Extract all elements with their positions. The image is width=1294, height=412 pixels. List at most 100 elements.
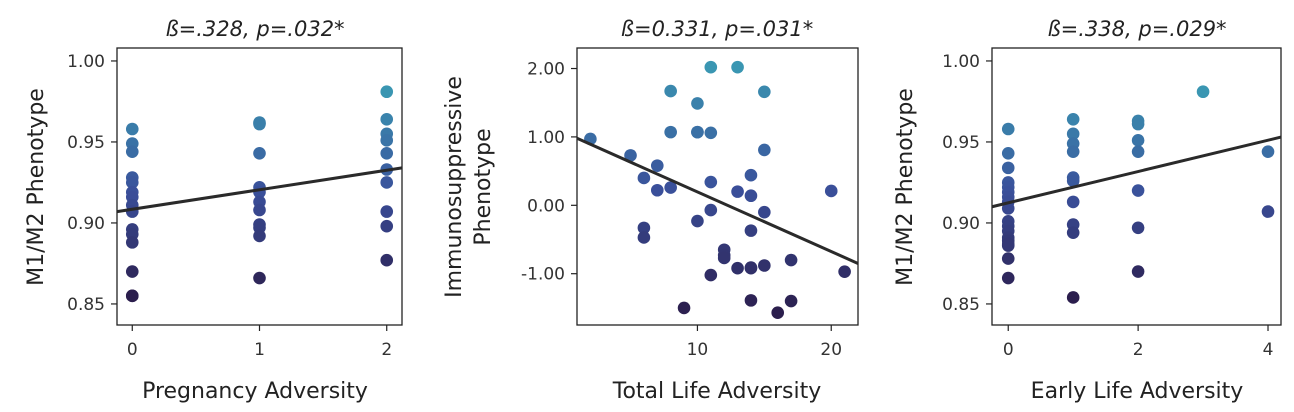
panel-1-title: ß=.328, p=.032*: [165, 17, 344, 41]
data-point: [125, 265, 139, 278]
data-point: [691, 125, 704, 139]
data-point: [253, 229, 266, 243]
y-tick-label: -1.00: [521, 265, 565, 285]
y-tick-label: 1.00: [942, 52, 980, 72]
data-point: [125, 236, 139, 249]
x-tick-label: 0: [1003, 340, 1014, 360]
data-point: [1001, 271, 1015, 285]
data-point: [624, 149, 637, 162]
panel-3-y-axis-label: M1/M2 Phenotype: [893, 88, 918, 286]
data-point: [717, 251, 731, 265]
data-point: [253, 271, 266, 285]
data-point: [1261, 205, 1275, 218]
data-point: [704, 60, 718, 74]
data-point: [1066, 127, 1080, 141]
data-point: [704, 175, 718, 189]
panel-2-y-axis-label-line-1: Immunosuppressive: [442, 76, 467, 298]
data-point: [771, 306, 785, 319]
y-tick-label: 0.90: [942, 214, 980, 234]
y-tick-label: 2.00: [527, 60, 565, 80]
x-tick-label: 2: [1133, 340, 1144, 360]
data-point: [731, 261, 744, 275]
data-point: [758, 205, 771, 219]
data-point: [838, 265, 851, 278]
data-point: [1001, 146, 1015, 160]
data-point: [1001, 202, 1015, 215]
data-point: [637, 231, 651, 244]
data-point: [1131, 145, 1145, 158]
panel-2-x-axis-label: Total Life Adversity: [612, 379, 821, 404]
data-point: [1066, 291, 1080, 304]
y-tick-label: 0.95: [942, 133, 980, 153]
data-point: [650, 159, 664, 172]
x-tick-label: 1: [254, 340, 265, 360]
data-point: [1066, 112, 1080, 126]
data-point: [125, 176, 139, 189]
data-point: [125, 145, 139, 158]
data-point: [1196, 85, 1210, 99]
y-tick-label: 0.95: [67, 133, 105, 153]
data-point: [1131, 221, 1145, 235]
data-point: [664, 125, 677, 139]
data-point: [380, 146, 394, 160]
data-point: [664, 181, 677, 194]
data-point: [1066, 226, 1080, 239]
data-point: [380, 85, 394, 99]
data-point: [637, 221, 651, 235]
data-point: [253, 117, 266, 131]
y-tick-label: 0.85: [942, 295, 980, 315]
data-point: [704, 203, 718, 217]
panel-total-life-adversity: ß=0.331, p=.031* 10 20 -1.00 0.00 1.00 2.00 T…: [442, 17, 859, 404]
data-point: [744, 189, 758, 203]
panel-early-life-adversity: ß=.338, p=.029* 0 2 4 0.85 0.90 0.95 1.00 Earl…: [893, 17, 1282, 404]
data-point: [704, 268, 718, 282]
data-point: [1131, 265, 1145, 278]
data-point: [744, 261, 758, 274]
panel-1-plot: 0 1 2 0.85 0.90 0.95 1.00: [67, 47, 403, 360]
data-point: [758, 259, 771, 272]
data-point: [664, 84, 677, 98]
data-point: [744, 294, 758, 307]
data-point: [731, 60, 744, 74]
data-point: [380, 253, 394, 267]
data-point: [1131, 184, 1145, 197]
y-tick-label: 1.00: [67, 52, 105, 72]
data-point: [1001, 237, 1015, 251]
data-point: [650, 183, 664, 197]
data-point: [731, 185, 744, 198]
panel-1-y-axis-label: M1/M2 Phenotype: [24, 88, 49, 286]
regression-line: [991, 135, 1282, 209]
y-tick-label: 1.00: [527, 128, 565, 148]
panel-pregnancy-adversity: ß=.328, p=.032* 0 1 2 0.85 0.90 0.95 1.00 Preg…: [24, 17, 403, 404]
data-point: [677, 301, 691, 315]
data-point: [1066, 195, 1080, 209]
data-point: [1131, 117, 1145, 131]
data-point: [125, 122, 139, 136]
y-tick-label: 0.85: [67, 295, 105, 315]
panel-3-plot: 0 2 4 0.85 0.90 0.95 1.00: [942, 47, 1282, 360]
data-point: [744, 168, 758, 182]
y-tick-label: 0.90: [67, 214, 105, 234]
data-point: [380, 205, 394, 218]
data-point: [1001, 161, 1015, 175]
panel-2-y-axis-label-line-2: Phenotype: [471, 128, 496, 245]
regression-line: [116, 166, 403, 214]
data-point: [1066, 174, 1080, 188]
data-point: [125, 289, 139, 303]
panel-2-title: ß=0.331, p=.031*: [621, 17, 813, 41]
x-tick-label: 20: [820, 340, 842, 360]
data-point: [784, 253, 798, 267]
panel-3-axes-frame: [991, 47, 1282, 326]
data-point: [380, 219, 394, 233]
data-point: [744, 224, 758, 237]
panel-3-title: ß=.338, p=.029*: [1047, 17, 1226, 41]
data-point: [784, 294, 798, 308]
data-point: [758, 143, 771, 157]
data-point: [637, 171, 651, 185]
data-point: [1001, 252, 1015, 265]
regression-line: [576, 136, 859, 265]
x-tick-label: 10: [687, 340, 709, 360]
panel-3-x-axis-label: Early Life Adversity: [1031, 379, 1244, 404]
y-tick-label: 0.00: [527, 196, 565, 216]
